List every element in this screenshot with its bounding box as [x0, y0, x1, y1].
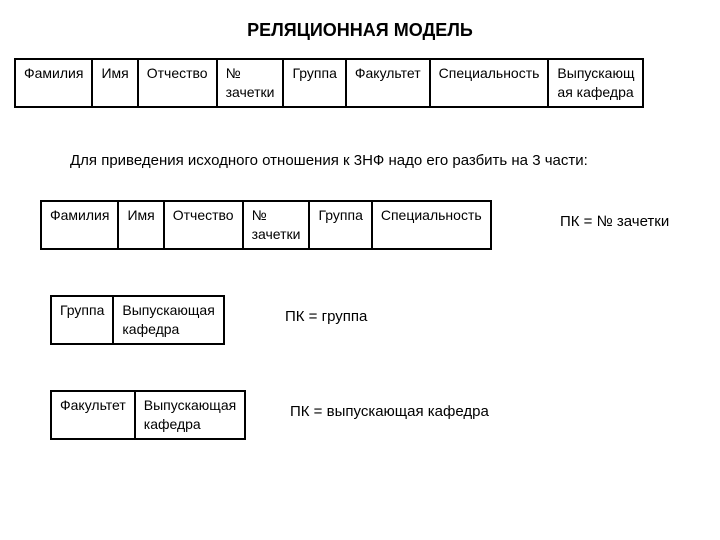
- table-cell: Группа: [309, 201, 371, 249]
- table-cell: Специальность: [430, 59, 549, 107]
- page-title: РЕЛЯЦИОННАЯ МОДЕЛЬ: [0, 20, 720, 41]
- pk-label-3: ПК = выпускающая кафедра: [290, 403, 489, 420]
- table-cell: Имя: [118, 201, 163, 249]
- relation-table-1: Фамилия Имя Отчество №зачетки Группа Спе…: [40, 200, 492, 250]
- table-cell: Факультет: [51, 391, 135, 439]
- relation-table-3: Факультет Выпускающаякафедра: [50, 390, 246, 440]
- pk-label-1: ПК = № зачетки: [560, 213, 669, 230]
- table-cell: Имя: [92, 59, 137, 107]
- main-relation-table: Фамилия Имя Отчество №зачетки Группа Фак…: [14, 58, 644, 108]
- description-text: Для приведения исходного отношения к 3НФ…: [70, 152, 588, 169]
- table-cell: Группа: [51, 296, 113, 344]
- pk-label-2: ПК = группа: [285, 308, 367, 325]
- table-cell: Факультет: [346, 59, 430, 107]
- table-cell: Выпускающаякафедра: [113, 296, 223, 344]
- table-cell: Отчество: [138, 59, 217, 107]
- table-cell: Фамилия: [41, 201, 118, 249]
- table-cell: №зачетки: [243, 201, 310, 249]
- table-cell: Фамилия: [15, 59, 92, 107]
- table-cell: №зачетки: [217, 59, 284, 107]
- table-cell: Группа: [283, 59, 345, 107]
- table-cell: Отчество: [164, 201, 243, 249]
- relation-table-2: Группа Выпускающаякафедра: [50, 295, 225, 345]
- table-cell: Специальность: [372, 201, 491, 249]
- table-cell: Выпускающаякафедра: [135, 391, 245, 439]
- page-root: РЕЛЯЦИОННАЯ МОДЕЛЬ Фамилия Имя Отчество …: [0, 0, 720, 540]
- table-cell: Выпускающая кафедра: [548, 59, 643, 107]
